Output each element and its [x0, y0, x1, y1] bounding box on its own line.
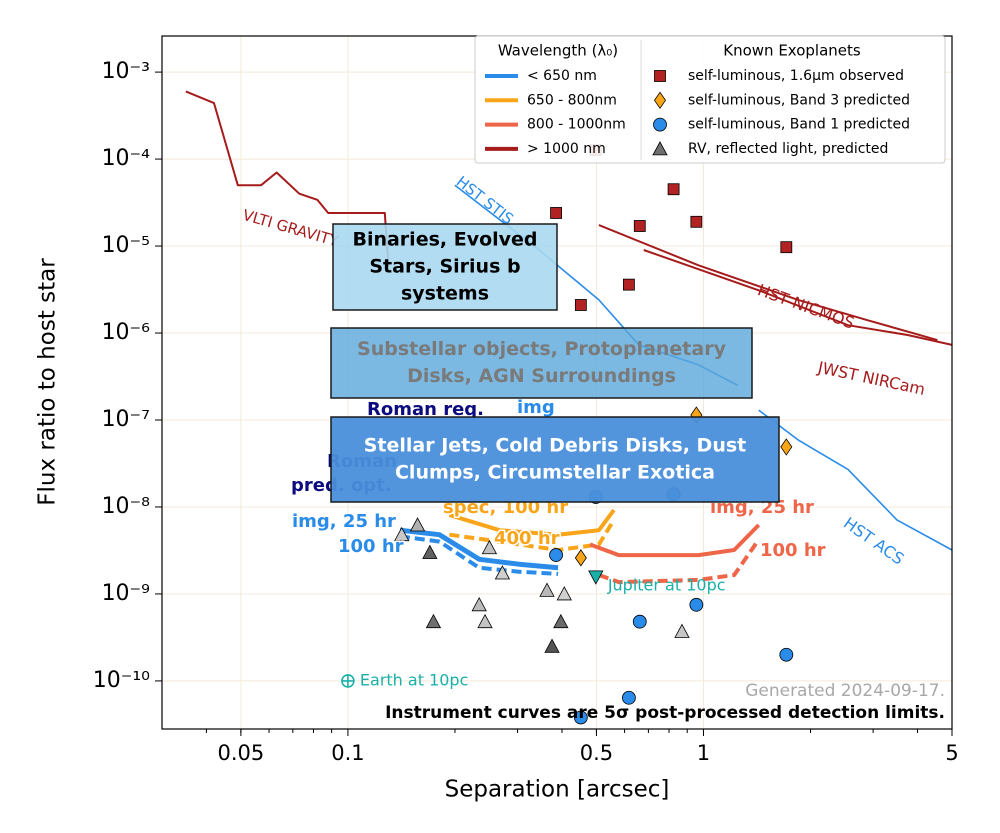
- box-text: Disks, AGN Surroundings: [407, 365, 676, 387]
- curve: [399, 527, 559, 571]
- planet-marker: [553, 613, 569, 629]
- legend-marker: [652, 141, 668, 156]
- legend-title: Wavelength (λ₀): [498, 42, 618, 60]
- legend-marker: [654, 70, 666, 82]
- planet-marker: [689, 597, 704, 612]
- x-tick-label: 0.05: [217, 741, 264, 765]
- planet-marker: [549, 548, 563, 562]
- planet-marker: [573, 710, 588, 725]
- legend-label: > 1000 nm: [527, 141, 606, 157]
- generated-note: Generated 2024-09-17.: [745, 681, 945, 701]
- reference-label: Earth at 10pc: [360, 670, 468, 689]
- annotation: Roman req.: [367, 399, 484, 420]
- curve: [399, 534, 559, 576]
- planet-marker: [556, 586, 572, 601]
- annotation: img: [517, 397, 555, 418]
- y-tick-label: 10⁻⁷: [102, 407, 150, 432]
- planet-marker: [425, 613, 442, 629]
- x-tick-label: 0.1: [331, 741, 364, 765]
- curve-label: 100 hr: [760, 540, 826, 561]
- planet-marker: [409, 517, 426, 532]
- legend-label: self-luminous, Band 3 predicted: [688, 92, 910, 108]
- category-box: [330, 416, 780, 503]
- y-tick-label: 10⁻⁸: [102, 494, 151, 519]
- legend-title: Known Exoplanets: [723, 42, 861, 60]
- curve: [758, 409, 953, 551]
- legend-label: self-luminous, Band 1 predicted: [688, 117, 910, 133]
- legend-label: self-luminous, 1.6μm observed: [688, 68, 904, 84]
- curve: [598, 538, 761, 585]
- reference-marker: [341, 674, 355, 688]
- planet-marker: [422, 544, 438, 559]
- legend-label: 650 - 800nm: [527, 92, 617, 108]
- legend: Wavelength (λ₀) < 650 nm 650 - 800nm 800 - …: [474, 35, 946, 164]
- y-tick-label: 10⁻³: [102, 59, 150, 84]
- x-tick-label: 0.5: [580, 741, 613, 765]
- box-text: Stars, Sirius b: [369, 256, 520, 278]
- y-axis-label: Flux ratio to host star: [35, 258, 61, 506]
- curve: [185, 90, 390, 266]
- curve-label: 100 hr: [338, 536, 404, 557]
- legend-marker: [653, 117, 667, 132]
- curve: [448, 508, 616, 537]
- legend-frame: [474, 35, 946, 164]
- earth-cross: [341, 674, 354, 687]
- legend-marker: [654, 91, 666, 110]
- legend-label: < 650 nm: [527, 68, 597, 84]
- planet-marker: [481, 539, 498, 555]
- y-tick-label: 10⁻⁴: [102, 146, 151, 171]
- planet-marker: [780, 241, 793, 254]
- planet-marker: [539, 582, 555, 597]
- y-tick-label: 10⁻⁶: [102, 320, 151, 345]
- planet-marker: [667, 183, 680, 196]
- planet-marker: [550, 207, 562, 219]
- planet-marker: [674, 623, 690, 638]
- planet-marker: [779, 647, 794, 662]
- reference-marker: [588, 570, 604, 585]
- legend-label: 800 - 1000nm: [527, 117, 626, 133]
- planet-marker: [623, 278, 635, 291]
- curve: [589, 523, 761, 558]
- x-tick-label: 5: [945, 741, 958, 765]
- curve-label: img, 25 hr: [292, 511, 396, 532]
- planet-marker: [477, 613, 493, 629]
- box-text: Clumps, Circumstellar Exotica: [395, 462, 715, 484]
- planet-marker: [632, 614, 647, 629]
- category-box: [330, 327, 753, 399]
- y-tick-label: 10⁻⁵: [102, 233, 150, 258]
- planet-marker: [394, 526, 410, 542]
- box-text: Stellar Jets, Cold Debris Disks, Dust: [364, 435, 747, 457]
- curve: [598, 224, 938, 342]
- x-axis-label: Separation [arcsec]: [445, 777, 670, 803]
- curve: [643, 249, 953, 346]
- x-tick-label: 1: [697, 741, 710, 765]
- y-tick-label: 10⁻⁹: [102, 581, 150, 606]
- box-text: Binaries, Evolved: [352, 229, 537, 251]
- planet-marker: [471, 596, 487, 612]
- curve-label: 400 hr: [494, 528, 560, 549]
- planet-marker: [633, 220, 646, 232]
- y-tick-label: 10⁻¹⁰: [93, 668, 150, 693]
- planet-marker: [494, 565, 511, 580]
- box-text: Substellar objects, Protoplanetary: [357, 338, 727, 360]
- planet-marker: [690, 215, 703, 228]
- planet-marker: [574, 549, 587, 567]
- reference-label: Jupiter at 10pc: [607, 575, 726, 594]
- planet-marker: [780, 438, 793, 456]
- footnote: Instrument curves are 5σ post-processed …: [385, 703, 945, 723]
- legend-label: RV, reflected light, predicted: [688, 141, 888, 157]
- planet-marker: [544, 638, 560, 653]
- box-text: systems: [401, 283, 489, 305]
- planet-marker: [574, 299, 587, 311]
- planet-marker: [622, 690, 636, 705]
- category-box: [332, 223, 558, 311]
